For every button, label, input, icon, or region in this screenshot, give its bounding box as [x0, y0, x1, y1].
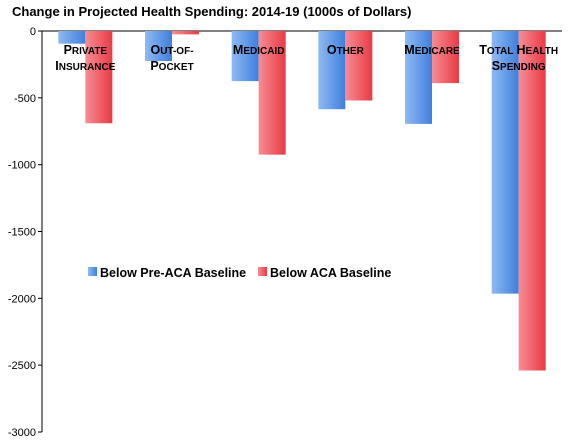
category-label: POCKET: [150, 59, 193, 73]
bar-aca-2: [258, 31, 286, 155]
y-tick-label: -3000: [8, 427, 36, 439]
bar-pre-aca-2: [231, 31, 259, 82]
chart-bars: [58, 31, 546, 371]
category-label: MEDICAID: [233, 43, 285, 57]
bar-pre-aca-5: [491, 31, 519, 294]
bar-pre-aca-1: [145, 31, 172, 62]
y-tick-label: -1000: [8, 160, 36, 172]
y-tick-label: -500: [14, 93, 36, 105]
bar-pre-aca-3: [318, 31, 346, 110]
bar-aca-4: [432, 31, 459, 84]
legend-swatch-0: [88, 267, 97, 276]
bar-pre-aca-4: [405, 31, 432, 124]
y-tick-label: 0: [30, 26, 36, 38]
category-label: INSURANCE: [55, 59, 115, 73]
category-label: OUT-OF-: [150, 43, 193, 57]
chart-title: Change in Projected Health Spending: 201…: [12, 4, 412, 19]
legend-label-0: Below Pre-ACA Baseline: [100, 266, 246, 280]
y-tick-label: -1500: [8, 227, 36, 239]
bar-aca-1: [172, 31, 199, 35]
chart-legend: Below Pre-ACA Baseline Below ACA Baseline: [88, 266, 391, 280]
category-label: PRIVATE: [64, 43, 108, 57]
y-tick-label: -2000: [8, 293, 36, 305]
legend-label-1: Below ACA Baseline: [270, 266, 391, 280]
category-label: TOTAL HEALTH: [479, 43, 558, 57]
category-label: OTHER: [327, 43, 365, 57]
category-label: MEDICARE: [404, 43, 460, 57]
bar-aca-3: [345, 31, 373, 101]
y-tick-label: -2500: [8, 360, 36, 372]
bar-aca-5: [518, 31, 546, 371]
category-label: SPENDING: [492, 59, 546, 73]
legend-swatch-1: [258, 267, 267, 276]
bar-pre-aca-0: [58, 31, 86, 44]
bar-aca-0: [85, 31, 113, 124]
category-labels: PRIVATE INSURANCE OUT-OF- POCKET MEDICAID OTH…: [55, 43, 558, 73]
chart-axes: 0 -500 -1000 -1500 -2000 -2500 -3000: [8, 26, 562, 439]
